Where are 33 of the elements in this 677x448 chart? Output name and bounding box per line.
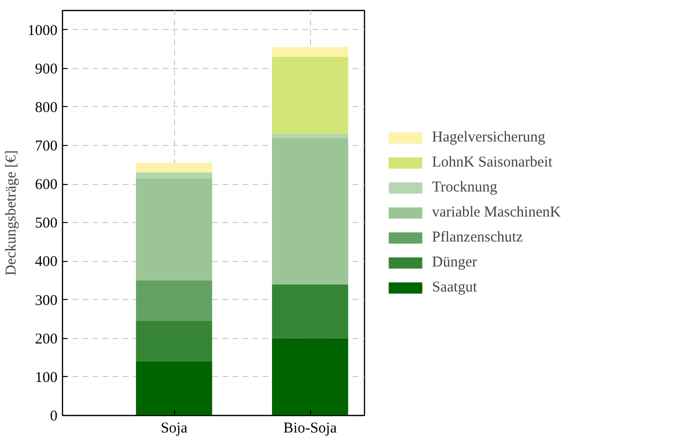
y-tick-label: 200 <box>35 331 58 348</box>
legend-label: Saatgut <box>432 279 477 296</box>
x-tick-label: Soja <box>160 420 188 436</box>
legend-label: variable MaschinenK <box>432 204 561 221</box>
y-tick-label: 800 <box>35 100 58 116</box>
legend-label: Trocknung <box>432 179 498 196</box>
y-tick-label: 700 <box>35 138 58 154</box>
legend-label: Dünger <box>432 254 477 271</box>
y-tick-label: 100 <box>35 370 58 386</box>
bar <box>272 47 348 57</box>
bar <box>272 138 348 284</box>
bar <box>272 338 348 416</box>
legend-label: Hagelversicherung <box>432 129 546 146</box>
y-tick-label: 900 <box>35 61 58 78</box>
y-tick-label: 500 <box>35 216 58 232</box>
legend-label: Pflanzenschutz <box>432 229 523 246</box>
bar <box>136 362 212 416</box>
y-tick-label: 1000 <box>28 22 58 39</box>
y-tick-label: 400 <box>35 254 58 270</box>
bar <box>136 172 212 178</box>
bar <box>272 134 348 138</box>
bar <box>136 162 212 172</box>
bar <box>136 178 212 280</box>
bar <box>272 284 348 338</box>
y-tick-label: 0 <box>50 408 58 424</box>
bar <box>272 56 348 134</box>
y-tick-label: 300 <box>35 292 58 309</box>
bar <box>136 321 212 362</box>
x-tick-label: Bio-Soja <box>283 420 338 436</box>
y-tick-label: 600 <box>35 177 58 194</box>
y-axis-title: Deckungsbeträge [€] <box>4 150 20 276</box>
bar <box>136 280 212 321</box>
legend-label: LohnK Saisonarbeit <box>432 154 552 171</box>
